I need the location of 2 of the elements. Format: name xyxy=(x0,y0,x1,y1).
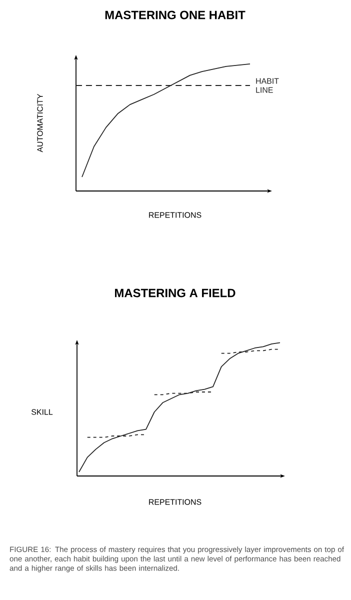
chart-title: MASTERING A FIELD xyxy=(115,288,236,298)
chart-title: MASTERING ONE HABIT xyxy=(105,10,246,20)
